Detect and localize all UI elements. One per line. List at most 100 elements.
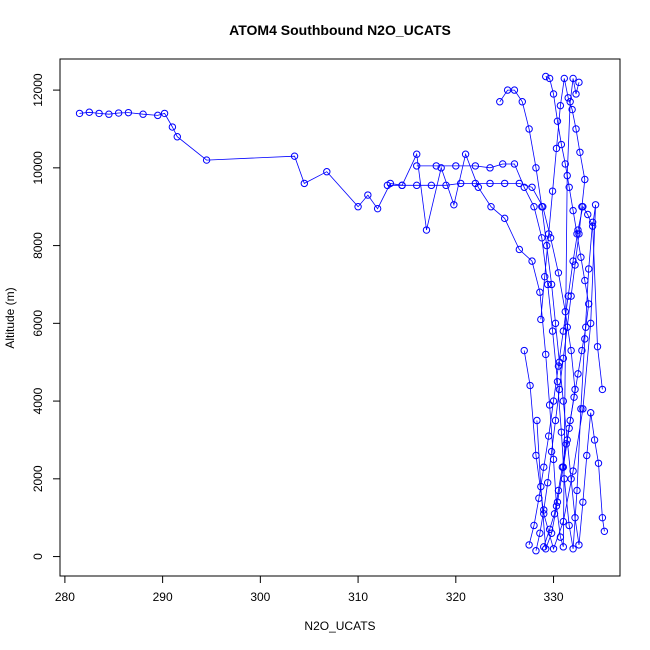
data-point (540, 543, 548, 551)
data-point (437, 164, 445, 172)
data-point (173, 133, 181, 141)
data-point (510, 86, 519, 94)
data-point (546, 234, 555, 242)
data-point (552, 144, 561, 153)
data-point (398, 181, 406, 190)
data-point (533, 416, 541, 425)
data-point (556, 101, 565, 110)
data-point (551, 416, 560, 425)
series-line (79, 78, 580, 547)
data-point (578, 203, 586, 211)
data-point (486, 164, 494, 172)
data-point (574, 226, 582, 234)
data-point (549, 545, 558, 553)
data-point (300, 179, 309, 188)
data-point (515, 179, 524, 188)
data-point (574, 370, 582, 378)
data-point (500, 179, 509, 188)
data-point (532, 164, 540, 172)
y-tick-label: 0 (31, 553, 45, 560)
data-point (565, 183, 573, 191)
series-line (543, 76, 590, 547)
data-point (427, 181, 436, 190)
data-point (555, 385, 564, 394)
data-point (572, 90, 580, 98)
data-layer (75, 72, 609, 555)
data-point (572, 125, 580, 133)
data-point (547, 280, 556, 289)
data-point (568, 105, 576, 114)
data-point (542, 350, 550, 359)
data-point (364, 191, 372, 199)
data-point (520, 183, 528, 191)
data-point (598, 385, 607, 394)
data-point (577, 405, 585, 413)
data-point (575, 541, 583, 549)
data-point (383, 181, 392, 190)
data-point (551, 319, 560, 328)
data-point (549, 397, 558, 405)
data-point (590, 436, 599, 444)
data-point (553, 498, 562, 506)
data-point (525, 541, 533, 549)
data-point (471, 179, 480, 188)
data-point (160, 109, 169, 118)
data-point (452, 162, 460, 170)
y-tick-label: 4000 (31, 387, 45, 414)
data-point (569, 257, 577, 265)
data-point (290, 152, 299, 160)
data-point (559, 517, 568, 526)
y-axis: 0 2000 4000 6000 8000 10000 12000 (31, 73, 61, 560)
data-point (124, 108, 133, 117)
data-point (540, 506, 548, 514)
data-point (536, 529, 544, 537)
data-point (543, 280, 552, 289)
data-point (569, 74, 577, 83)
x-tick-label: 290 (153, 590, 173, 604)
data-point (573, 230, 581, 238)
data-point (487, 203, 495, 211)
data-point (528, 183, 536, 191)
data-point (583, 451, 591, 460)
data-point (75, 109, 84, 118)
series-line (499, 89, 605, 545)
data-point (557, 140, 566, 149)
series-line (535, 78, 586, 551)
data-point (560, 74, 568, 83)
data-point (593, 342, 602, 351)
data-point (518, 98, 526, 106)
data-point (556, 533, 565, 541)
data-point (528, 257, 536, 265)
data-point (567, 346, 575, 355)
data-point (538, 234, 546, 242)
data-point (591, 201, 600, 209)
x-tick-label: 300 (250, 590, 270, 604)
y-tick-label: 6000 (31, 310, 45, 337)
data-point (432, 162, 440, 170)
data-point (557, 428, 566, 436)
data-point (442, 181, 450, 190)
data-point (515, 245, 524, 254)
data-point (586, 319, 595, 328)
data-point (471, 162, 480, 170)
data-point (496, 98, 504, 106)
data-point (573, 486, 581, 495)
data-point (545, 74, 554, 83)
series-line (416, 163, 603, 549)
data-point (559, 354, 568, 363)
x-tick-label: 280 (55, 590, 75, 604)
data-point (554, 269, 563, 277)
data-point (586, 409, 595, 417)
data-point (554, 362, 563, 370)
data-point (594, 459, 603, 467)
data-point (582, 323, 590, 331)
data-point (323, 168, 331, 176)
data-point (571, 261, 579, 269)
data-point (569, 467, 577, 475)
data-point (85, 108, 94, 116)
data-point (413, 162, 421, 170)
data-point (569, 206, 577, 215)
data-point (549, 90, 558, 98)
data-point (510, 160, 519, 168)
data-point (168, 123, 177, 131)
